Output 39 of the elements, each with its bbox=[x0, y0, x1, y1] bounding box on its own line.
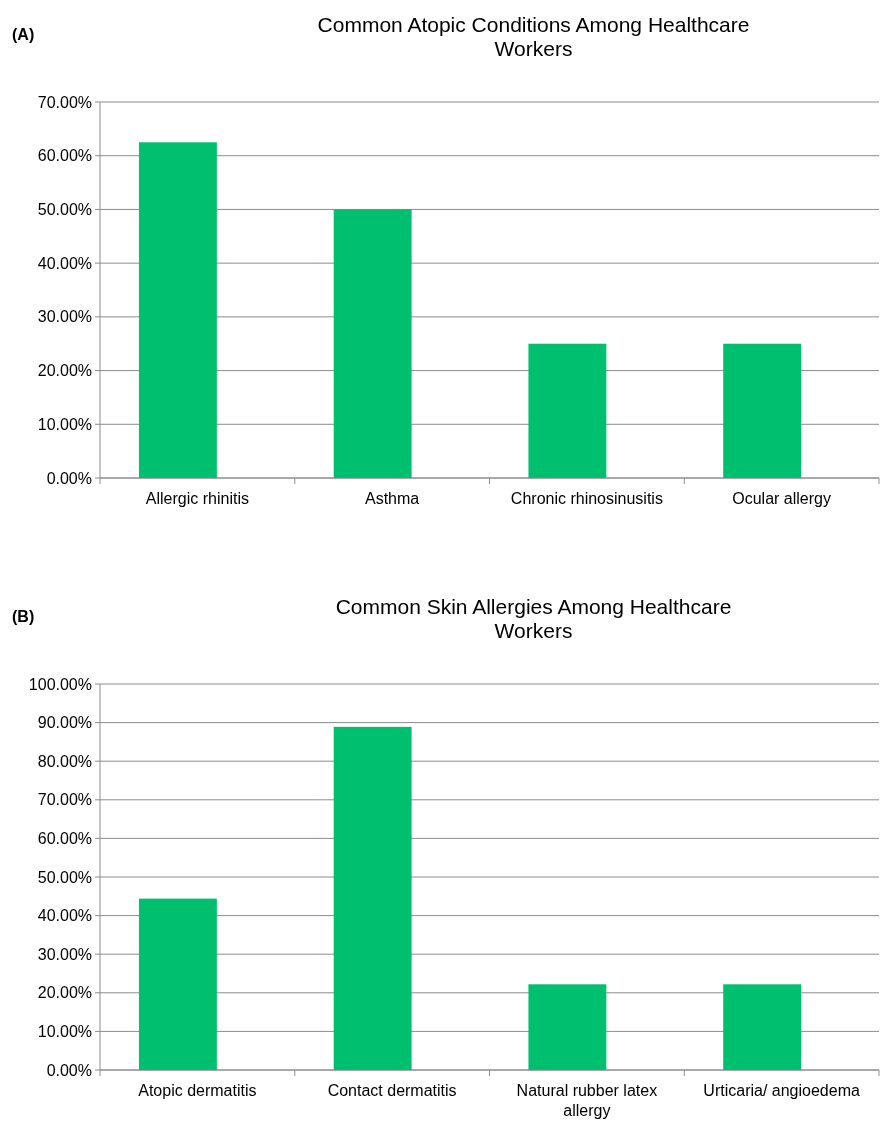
y-tick-label: 0.00% bbox=[46, 1061, 92, 1079]
y-tick-label: 20.00% bbox=[37, 362, 92, 380]
y-tick-label: 50.00% bbox=[37, 868, 92, 886]
y-tick-label: 10.00% bbox=[37, 415, 92, 433]
bar bbox=[723, 984, 802, 1070]
bar bbox=[138, 898, 217, 1070]
y-tick-label: 40.00% bbox=[37, 254, 92, 272]
bar bbox=[333, 209, 412, 478]
x-tick-label: Chronic rhinosinusitis bbox=[510, 490, 663, 507]
y-tick-label: 70.00% bbox=[37, 791, 92, 809]
y-tick-label: 40.00% bbox=[37, 907, 92, 925]
y-tick-label: 30.00% bbox=[37, 308, 92, 326]
x-tick-label: Contact dermatitis bbox=[327, 1082, 457, 1099]
bar bbox=[333, 726, 412, 1070]
text: (A) bbox=[12, 26, 35, 43]
y-tick-label: 60.00% bbox=[37, 830, 92, 847]
y-tick-label: 20.00% bbox=[37, 984, 92, 1002]
x-tick-label: Allergic rhinitis bbox=[145, 490, 249, 507]
y-tick-label: 90.00% bbox=[37, 714, 92, 732]
x-tick-label: Asthma bbox=[365, 490, 420, 507]
y-tick-label: 80.00% bbox=[37, 752, 92, 770]
y-tick-label: 10.00% bbox=[37, 1023, 92, 1040]
bar bbox=[723, 343, 802, 478]
x-tick-label: Natural rubber latex allergy bbox=[516, 1082, 658, 1119]
bar bbox=[528, 984, 607, 1070]
y-tick-label: 70.00% bbox=[37, 93, 92, 111]
y-tick-label: 50.00% bbox=[37, 201, 92, 219]
chart-title: Common Skin Allergies Among Healthcare Workers bbox=[335, 595, 732, 642]
bar bbox=[528, 343, 607, 478]
x-tick-label: Urticaria/ angioedema bbox=[703, 1082, 860, 1099]
y-tick-label: 0.00% bbox=[46, 469, 92, 487]
chart-title: Common Atopic Conditions Among Healthcare Workers bbox=[317, 13, 750, 60]
y-tick-label: 60.00% bbox=[37, 147, 92, 165]
bar bbox=[138, 142, 217, 478]
text: (B) bbox=[12, 608, 35, 625]
x-tick-label: Atopic dermatitis bbox=[138, 1082, 257, 1099]
y-tick-label: 30.00% bbox=[37, 945, 92, 963]
x-tick-label: Ocular allergy bbox=[732, 490, 831, 507]
y-tick-label: 100.00% bbox=[28, 675, 92, 693]
